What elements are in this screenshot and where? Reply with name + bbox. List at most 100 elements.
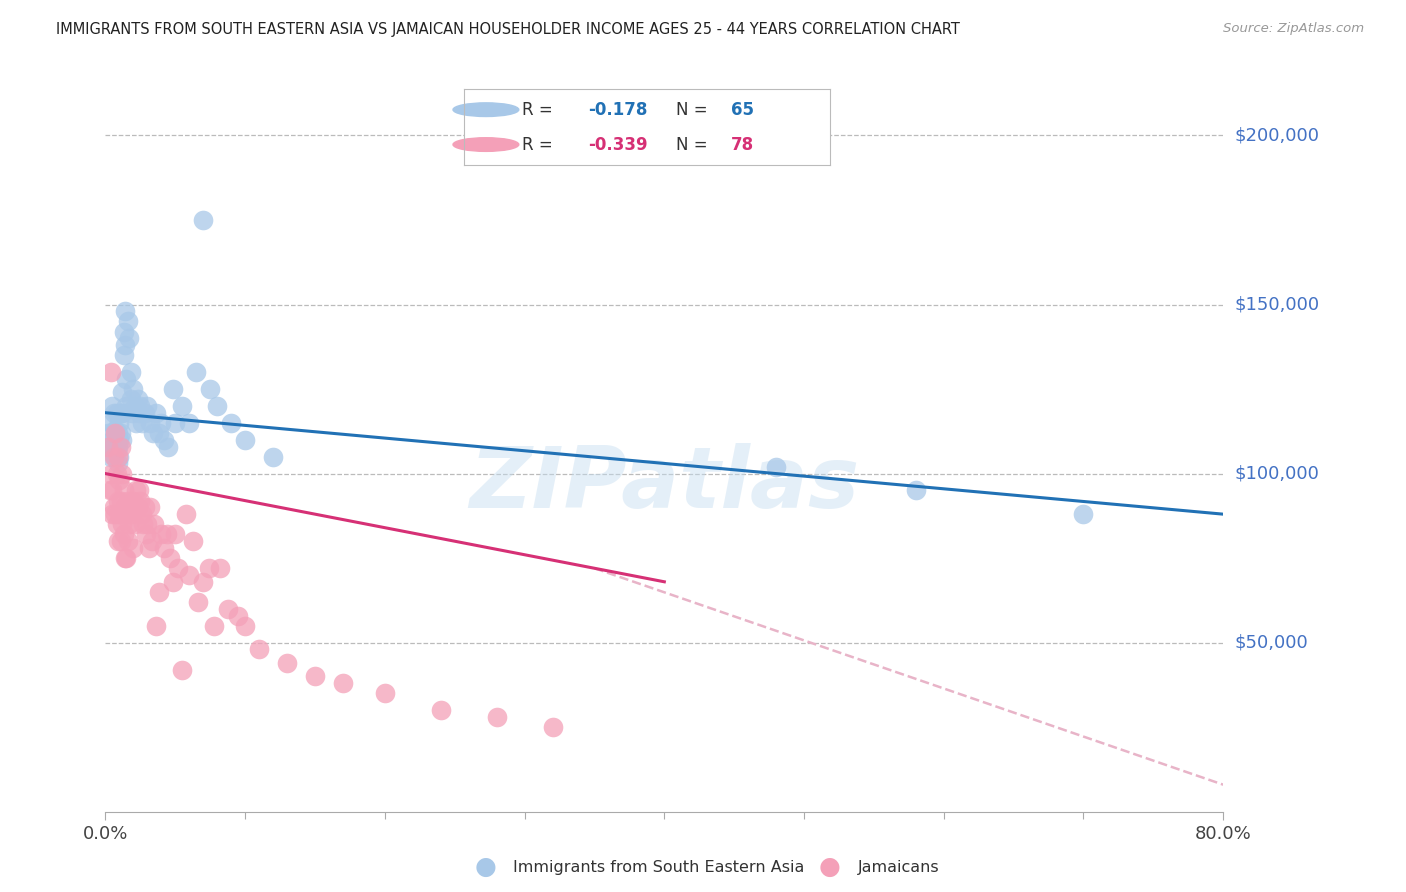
Point	[101, 399, 124, 413]
Point	[187, 595, 209, 609]
Point	[176, 507, 198, 521]
Point	[153, 433, 176, 447]
Point	[108, 433, 131, 447]
Text: 65: 65	[731, 102, 754, 120]
Text: ZIPatlas: ZIPatlas	[470, 443, 859, 526]
Point	[167, 561, 190, 575]
Point	[110, 440, 132, 454]
Point	[150, 416, 173, 430]
Point	[117, 493, 139, 508]
Point	[1073, 507, 1095, 521]
Point	[100, 467, 122, 481]
Point	[107, 450, 129, 464]
Point	[108, 507, 131, 521]
Point	[103, 500, 125, 515]
Point	[124, 399, 146, 413]
Point	[107, 457, 129, 471]
Point	[165, 527, 187, 541]
Text: Source: ZipAtlas.com: Source: ZipAtlas.com	[1223, 22, 1364, 36]
Point	[104, 507, 127, 521]
Point	[107, 534, 129, 549]
Point	[110, 534, 132, 549]
Point	[208, 561, 231, 575]
Point	[111, 406, 134, 420]
Point	[332, 676, 354, 690]
Text: R =: R =	[523, 102, 553, 120]
Point	[100, 450, 122, 464]
Point	[233, 619, 256, 633]
Point	[204, 619, 226, 633]
Point	[304, 669, 326, 683]
Point	[122, 493, 145, 508]
Point	[179, 568, 201, 582]
Point	[135, 527, 157, 541]
Point	[186, 365, 208, 379]
Point	[112, 348, 135, 362]
Point	[98, 440, 121, 454]
Point	[121, 406, 143, 420]
Point	[114, 551, 136, 566]
Text: $50,000: $50,000	[1234, 633, 1308, 652]
Text: ●: ●	[474, 855, 496, 879]
Point	[247, 642, 270, 657]
Point	[157, 440, 180, 454]
Point	[114, 338, 136, 352]
Point	[97, 440, 120, 454]
Point	[129, 399, 152, 413]
Point	[100, 365, 122, 379]
Point	[226, 608, 249, 623]
Point	[101, 507, 124, 521]
Point	[120, 392, 142, 407]
Point	[103, 450, 125, 464]
Point	[125, 483, 148, 498]
Point	[153, 541, 176, 555]
Point	[207, 399, 229, 413]
Point	[107, 440, 129, 454]
Point	[131, 507, 153, 521]
Point	[374, 686, 396, 700]
Point	[150, 527, 173, 541]
Text: Jamaicans: Jamaicans	[858, 860, 939, 874]
Point	[129, 493, 152, 508]
Point	[117, 534, 139, 549]
Point	[107, 493, 129, 508]
Point	[111, 517, 134, 532]
Point	[132, 517, 155, 532]
Point	[125, 416, 148, 430]
Point	[105, 517, 128, 532]
Text: Immigrants from South Eastern Asia: Immigrants from South Eastern Asia	[513, 860, 804, 874]
Point	[105, 442, 128, 457]
Point	[904, 483, 927, 498]
Point	[114, 304, 136, 318]
Text: N =: N =	[676, 102, 707, 120]
Point	[112, 527, 135, 541]
Point	[105, 433, 128, 447]
Point	[141, 534, 163, 549]
Point	[134, 406, 156, 420]
Point	[148, 585, 170, 599]
Point	[110, 406, 132, 420]
Point	[165, 416, 187, 430]
Point	[139, 416, 162, 430]
Point	[136, 517, 159, 532]
Point	[103, 406, 125, 420]
Point	[118, 331, 141, 345]
Point	[127, 392, 149, 407]
Text: 78: 78	[731, 136, 754, 154]
Point	[262, 450, 284, 464]
Point	[112, 325, 135, 339]
Circle shape	[453, 103, 519, 117]
Point	[127, 500, 149, 515]
Point	[104, 425, 127, 440]
Point	[108, 450, 131, 464]
Point	[112, 483, 135, 498]
Point	[101, 483, 124, 498]
Point	[162, 382, 184, 396]
Point	[120, 365, 142, 379]
Text: -0.339: -0.339	[588, 136, 648, 154]
Point	[143, 517, 166, 532]
Point	[104, 423, 127, 437]
Point	[115, 399, 138, 413]
Point	[142, 425, 165, 440]
Point	[138, 541, 160, 555]
